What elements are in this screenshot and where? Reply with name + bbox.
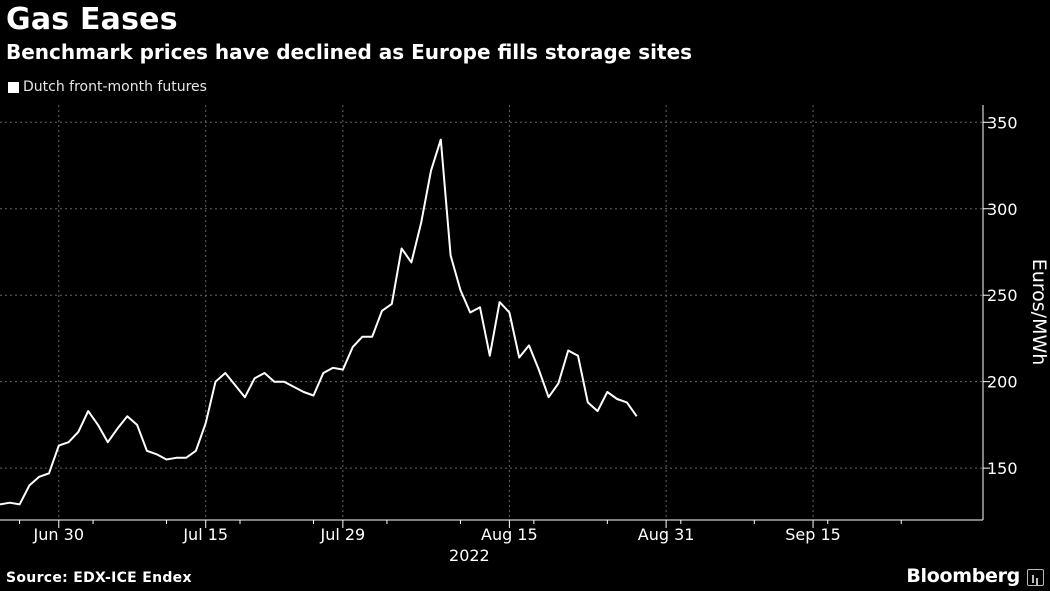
y-tick-label-350: 350 (987, 113, 1018, 132)
y-axis-title: Euros/MWh (1028, 259, 1050, 366)
legend-label: Dutch front-month futures (23, 79, 207, 95)
chart-subtitle: Benchmark prices have declined as Europe… (6, 40, 693, 64)
grid (0, 105, 983, 520)
legend-swatch (8, 81, 19, 93)
x-tick-label: Aug 31 (638, 525, 695, 544)
chart-title: Gas Eases (6, 2, 178, 37)
brand-logo: Bloomberg (906, 565, 1020, 587)
x-tick-label: Jul 29 (319, 525, 365, 544)
y-tick-label-300: 300 (987, 200, 1018, 219)
x-tick-label: Jul 15 (182, 525, 228, 544)
labels: 150 200 250 300 350 Jun 30 Jul 15 Jul 29 Aug 15 A… (33, 113, 1050, 565)
y-tick-label-250: 250 (987, 286, 1018, 305)
legend: Dutch front-month futures (8, 79, 207, 95)
x-tick-label: Aug 15 (481, 525, 538, 544)
chart-icon (1027, 569, 1044, 586)
y-tick-label-200: 200 (987, 373, 1018, 392)
x-year-label: 2022 (449, 546, 490, 565)
series (0, 138, 638, 506)
x-tick-label: Jun 30 (33, 525, 84, 544)
axes (0, 105, 990, 528)
x-tick-label: Sep 15 (785, 525, 841, 544)
source-note: Source: EDX-ICE Endex (6, 570, 192, 586)
y-tick-label-150: 150 (987, 459, 1018, 478)
series-line-0 (0, 138, 638, 506)
